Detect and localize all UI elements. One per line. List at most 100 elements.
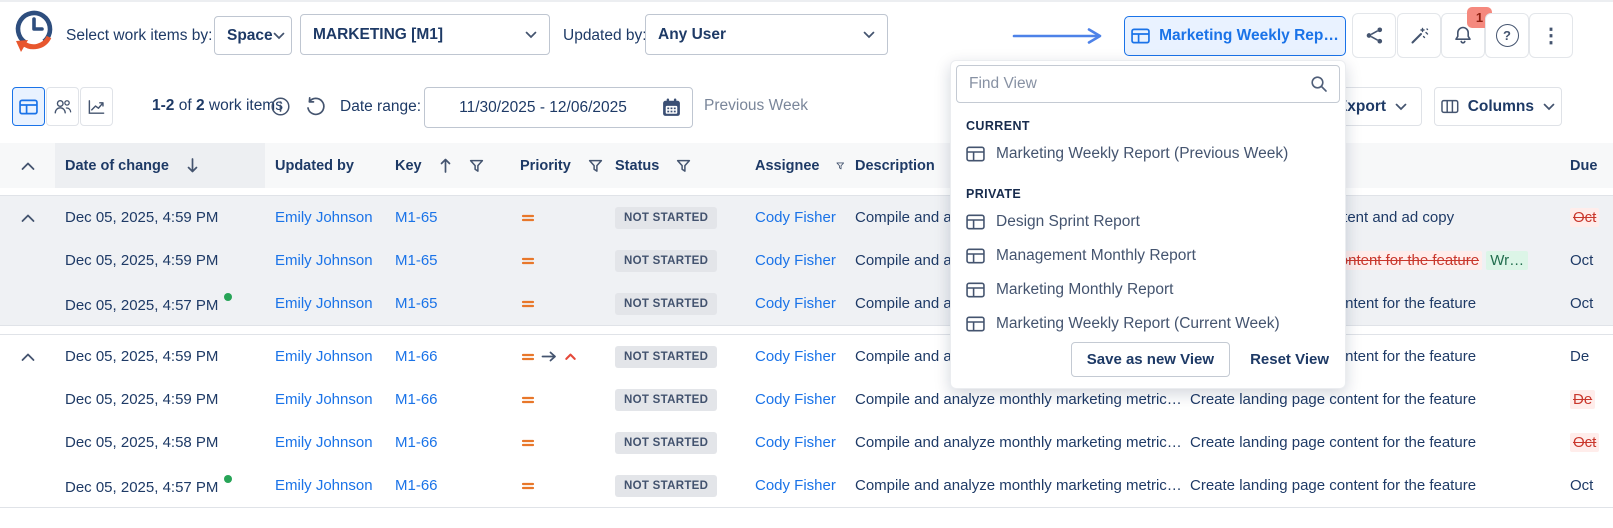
- columns-button[interactable]: Columns: [1434, 87, 1562, 126]
- summary-text: Create landing page content for the feat…: [1190, 391, 1477, 408]
- filter-icon[interactable]: [836, 159, 845, 173]
- table-row[interactable]: Dec 05, 2025, 4:59 PM Emily Johnson M1-66 N…: [0, 335, 1613, 378]
- column-header-assignee[interactable]: Assignee: [745, 158, 845, 174]
- assignee-link[interactable]: Cody Fisher: [755, 295, 836, 312]
- status-badge: NOT STARTED: [615, 249, 718, 272]
- updated-by-label: Updated by:: [563, 27, 647, 44]
- find-view-input[interactable]: [957, 75, 1310, 93]
- assignee-link[interactable]: Cody Fisher: [755, 477, 836, 494]
- chart-view-toggle[interactable]: [80, 87, 113, 126]
- pointer-arrow-icon: [1012, 27, 1108, 50]
- info-icon: [271, 97, 290, 116]
- updated-by-link[interactable]: Emily Johnson: [275, 434, 373, 451]
- summary-added-text: Wr…: [1486, 251, 1529, 270]
- updated-by-link[interactable]: Emily Johnson: [275, 209, 373, 226]
- project-dropdown[interactable]: MARKETING [M1]: [300, 14, 550, 55]
- export-label: Export: [1336, 97, 1387, 115]
- share-button[interactable]: [1352, 13, 1396, 58]
- updated-by-link[interactable]: Emily Johnson: [275, 252, 373, 269]
- date-of-change-cell: Dec 05, 2025, 4:57 PM: [55, 293, 265, 314]
- more-options-button[interactable]: ⋮: [1529, 13, 1573, 58]
- automation-button[interactable]: [1397, 13, 1441, 58]
- view-menu-item[interactable]: Management Monthly Report: [951, 239, 1345, 273]
- search-icon: [1311, 76, 1327, 92]
- assignee-link[interactable]: Cody Fisher: [755, 348, 836, 365]
- view-selector-button[interactable]: Marketing Weekly Rep…: [1124, 16, 1346, 56]
- column-header-due[interactable]: Due: [1570, 157, 1598, 174]
- table-row[interactable]: Dec 05, 2025, 4:57 PM Emily Johnson M1-65 N…: [0, 282, 1613, 325]
- assignee-link[interactable]: Cody Fisher: [755, 209, 836, 226]
- date-of-change-cell: Dec 05, 2025, 4:59 PM: [65, 252, 219, 269]
- column-header-date[interactable]: Date of change: [55, 143, 265, 188]
- calendar-icon[interactable]: [661, 97, 682, 118]
- filter-icon[interactable]: [469, 159, 484, 173]
- key-link[interactable]: M1-65: [395, 209, 438, 226]
- column-header-key[interactable]: Key: [385, 157, 510, 174]
- updated-by-link[interactable]: Emily Johnson: [275, 295, 373, 312]
- magic-wand-icon: [1411, 27, 1429, 43]
- reset-view-button[interactable]: Reset View: [1250, 351, 1329, 368]
- view-menu-footer: Save as new View Reset View: [1070, 342, 1329, 377]
- column-header-priority[interactable]: Priority: [510, 158, 605, 174]
- collapse-all-icon[interactable]: [20, 161, 36, 171]
- sort-asc-icon[interactable]: [439, 157, 452, 174]
- table-view-icon: [966, 248, 985, 264]
- updated-by-dropdown[interactable]: Any User: [645, 14, 888, 55]
- date-range-input[interactable]: [425, 97, 661, 118]
- table-row[interactable]: Dec 05, 2025, 4:59 PM Emily Johnson M1-65 N…: [0, 196, 1613, 239]
- table-row[interactable]: Dec 05, 2025, 4:57 PM Emily Johnson M1-66 N…: [0, 464, 1613, 507]
- key-link[interactable]: M1-65: [395, 295, 438, 312]
- assignee-link[interactable]: Cody Fisher: [755, 252, 836, 269]
- summary-cell: Create landing page content for the feat…: [1180, 477, 1560, 494]
- key-link[interactable]: M1-66: [395, 477, 438, 494]
- view-menu-item-label: Design Sprint Report: [996, 213, 1140, 230]
- collapse-group-icon[interactable]: [20, 352, 36, 362]
- view-menu-item[interactable]: Design Sprint Report: [951, 205, 1345, 239]
- priority-cell: [510, 296, 605, 312]
- key-link[interactable]: M1-66: [395, 391, 438, 408]
- kebab-menu-icon: ⋮: [1541, 25, 1561, 47]
- column-header-status[interactable]: Status: [605, 158, 745, 174]
- priority-cell: [510, 435, 605, 451]
- due-cell: De: [1570, 348, 1590, 365]
- filter-icon[interactable]: [588, 159, 603, 173]
- sort-desc-icon[interactable]: [186, 157, 199, 174]
- view-selector-label: Marketing Weekly Rep…: [1159, 27, 1339, 44]
- share-icon: [1366, 27, 1382, 44]
- save-as-new-view-button[interactable]: Save as new View: [1070, 342, 1231, 377]
- filter-icon[interactable]: [676, 159, 691, 173]
- key-link[interactable]: M1-65: [395, 252, 438, 269]
- app-logo-icon: [10, 8, 58, 60]
- column-header-updated-by[interactable]: Updated by: [275, 157, 354, 174]
- view-menu-item[interactable]: Marketing Weekly Report (Current Week): [951, 307, 1345, 341]
- change-arrow-icon: [541, 351, 556, 362]
- notifications-button[interactable]: 1: [1441, 7, 1492, 58]
- refresh-button[interactable]: [305, 96, 326, 122]
- view-menu-item[interactable]: Marketing Weekly Report (Previous Week): [951, 137, 1345, 171]
- table-row[interactable]: Dec 05, 2025, 4:58 PM Emily Johnson M1-66 N…: [0, 421, 1613, 464]
- key-link[interactable]: M1-66: [395, 348, 438, 365]
- updated-by-link[interactable]: Emily Johnson: [275, 348, 373, 365]
- people-view-toggle[interactable]: [46, 87, 79, 126]
- status-badge: NOT STARTED: [615, 292, 718, 315]
- table-view-toggle[interactable]: [12, 87, 45, 126]
- collapse-group-icon[interactable]: [20, 213, 36, 223]
- column-header-description[interactable]: Description: [855, 157, 935, 174]
- help-button[interactable]: ?: [1485, 13, 1529, 58]
- assignee-link[interactable]: Cody Fisher: [755, 434, 836, 451]
- table-row[interactable]: Dec 05, 2025, 4:59 PM Emily Johnson M1-65 N…: [0, 239, 1613, 282]
- assignee-link[interactable]: Cody Fisher: [755, 391, 836, 408]
- info-button[interactable]: [270, 96, 291, 122]
- table-row[interactable]: Dec 05, 2025, 4:59 PM Emily Johnson M1-66 N…: [0, 378, 1613, 421]
- date-of-change-cell: Dec 05, 2025, 4:58 PM: [65, 434, 219, 451]
- view-menu-section: CURRENT Marketing Weekly Report (Previous…: [951, 103, 1345, 171]
- updated-by-link[interactable]: Emily Johnson: [275, 477, 373, 494]
- updated-by-link[interactable]: Emily Johnson: [275, 391, 373, 408]
- view-menu-item[interactable]: Marketing Monthly Report: [951, 273, 1345, 307]
- key-link[interactable]: M1-66: [395, 434, 438, 451]
- status-badge: NOT STARTED: [615, 474, 718, 497]
- space-dropdown[interactable]: Space: [214, 16, 292, 55]
- chevron-down-icon: [1543, 103, 1555, 110]
- space-dropdown-value: Space: [227, 26, 273, 44]
- columns-label: Columns: [1467, 97, 1534, 115]
